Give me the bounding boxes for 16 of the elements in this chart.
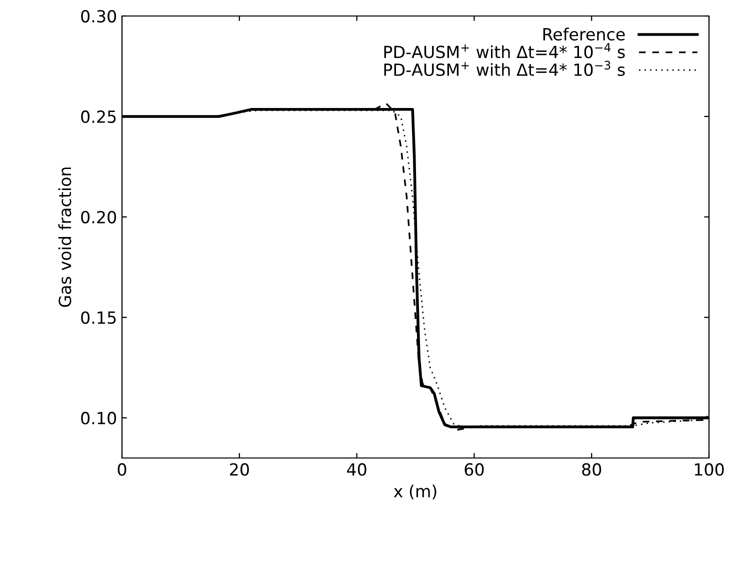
x-tick-label: 40: [347, 463, 366, 476]
x-tick-label: 80: [582, 463, 602, 476]
x-tick-label: 60: [464, 463, 484, 476]
legend-label: PD-AUSM$^{+}$ with Δt=4* 10$^{−3}$ s: [384, 60, 625, 76]
x-tick-label: 0: [118, 463, 126, 476]
legend-label: Reference: [543, 28, 625, 41]
x-tick-label: 20: [230, 463, 249, 476]
y-tick-label: 0.25: [81, 110, 116, 124]
y-tick-label: 0.20: [81, 210, 116, 224]
x-tick-label: 100: [694, 463, 724, 476]
y-axis-title: Gas void fraction: [58, 168, 72, 307]
legend-label: PD-AUSM$^{+}$ with Δt=4* 10$^{−4}$ s: [384, 43, 625, 58]
y-tick-label: 0.30: [81, 10, 116, 23]
y-tick-label: 0.10: [81, 412, 116, 424]
x-axis-title: x (m): [394, 484, 436, 500]
y-tick-label: 0.15: [81, 311, 116, 324]
